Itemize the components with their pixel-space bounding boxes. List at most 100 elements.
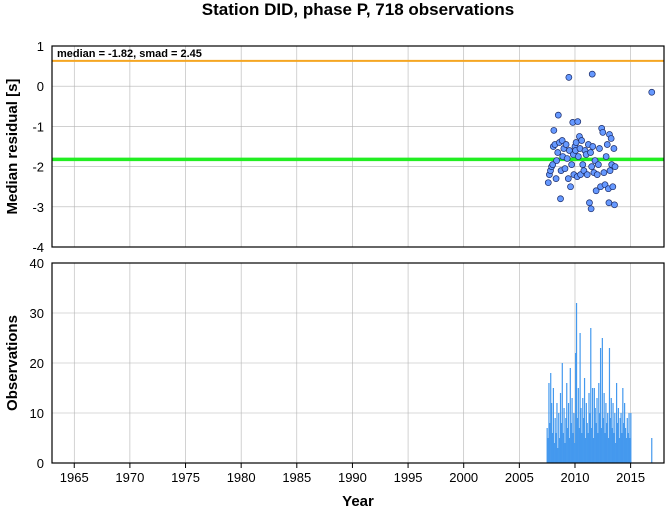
observation-bar <box>577 388 579 463</box>
observation-bar <box>586 423 588 463</box>
observation-bar <box>606 423 608 463</box>
x-tick-label: 1970 <box>115 470 144 485</box>
data-point <box>561 165 569 172</box>
data-point <box>557 195 564 203</box>
data-point <box>606 167 614 174</box>
observation-bar <box>591 428 593 463</box>
observation-bar <box>565 418 567 463</box>
y-tick-label: -4 <box>32 240 44 255</box>
observation-bar <box>569 368 571 463</box>
observation-bar <box>556 403 558 463</box>
observation-bar <box>629 438 631 463</box>
x-tick-label: 1990 <box>338 470 367 485</box>
x-tick-label: 1995 <box>394 470 423 485</box>
observation-bar <box>612 403 614 463</box>
observation-bar <box>550 373 552 463</box>
observation-bar <box>613 433 615 463</box>
observation-bar <box>593 388 595 463</box>
observation-bar <box>598 383 600 463</box>
observation-bar <box>588 393 590 463</box>
data-point <box>602 153 610 160</box>
bottom-plot-frame <box>51 262 665 464</box>
data-point <box>564 175 572 183</box>
x-tick-label: 1980 <box>227 470 256 485</box>
observation-bar <box>596 398 598 463</box>
observation-bar <box>595 423 597 463</box>
observation-bar <box>571 398 573 463</box>
top-plot-frame <box>51 45 665 248</box>
data-point <box>587 149 594 156</box>
observation-bar <box>616 423 619 463</box>
y-tick-label: -1 <box>32 119 44 134</box>
observation-bar <box>559 393 562 463</box>
data-point <box>599 129 607 136</box>
data-point <box>603 141 611 148</box>
data-point <box>594 161 602 168</box>
observation-bar <box>615 443 617 463</box>
observation-bar <box>597 433 599 463</box>
observation-bar <box>601 338 603 463</box>
observation-bar <box>619 418 621 463</box>
data-point <box>610 145 618 152</box>
observation-bar <box>563 408 565 463</box>
x-tick-label: 2005 <box>505 470 534 485</box>
data-point <box>572 139 580 146</box>
data-point <box>596 145 603 152</box>
y-tick-label: 10 <box>30 406 44 421</box>
observation-bar <box>582 398 584 463</box>
data-point <box>544 179 552 187</box>
y-tick-label: -2 <box>32 160 44 175</box>
data-point <box>611 163 619 170</box>
data-point <box>553 157 560 164</box>
observation-bar <box>627 433 629 463</box>
x-tick-label: 1965 <box>60 470 89 485</box>
data-point <box>574 153 582 160</box>
observation-bar <box>594 408 596 463</box>
observation-bar <box>614 413 616 463</box>
y-tick-label: -3 <box>32 200 44 215</box>
observation-bar <box>599 348 602 463</box>
observation-bar <box>547 438 549 463</box>
data-point <box>554 149 562 156</box>
data-point <box>587 205 595 213</box>
observation-bar <box>584 438 587 463</box>
observation-bar <box>623 423 625 463</box>
observation-bar <box>651 438 653 463</box>
data-point <box>588 70 596 78</box>
observation-bar <box>599 413 601 463</box>
x-tick-label: 1975 <box>171 470 200 485</box>
data-point <box>567 183 574 191</box>
data-point <box>583 171 591 178</box>
observation-bar <box>583 418 585 463</box>
observation-bar <box>562 433 564 463</box>
data-point <box>588 163 596 170</box>
observation-bar <box>624 428 627 463</box>
observation-bar <box>592 438 595 463</box>
observation-bar <box>611 428 613 463</box>
observation-bar <box>553 443 555 463</box>
observation-bar <box>560 423 563 463</box>
observation-bar <box>607 413 609 463</box>
observation-bar <box>575 353 577 463</box>
observation-bar <box>604 433 606 463</box>
observation-bar <box>583 378 586 463</box>
data-point <box>565 74 573 81</box>
observation-bar <box>575 303 578 463</box>
observation-bar <box>600 428 603 463</box>
observation-bar <box>628 413 630 463</box>
observation-bar <box>576 418 579 463</box>
observation-bar <box>587 433 589 463</box>
observation-bar <box>574 443 576 463</box>
data-point <box>568 161 575 168</box>
x-tick-label: 2010 <box>561 470 590 485</box>
data-point <box>586 199 593 207</box>
data-point <box>593 171 601 178</box>
data-point <box>552 175 560 183</box>
y-tick-label: 40 <box>30 256 44 271</box>
observations-panel: 1965 1970 1975 1980 1985 1990 1995 2000 2005 2010… <box>4 256 665 510</box>
observation-bar <box>591 388 594 463</box>
y-tick-label: 0 <box>37 79 44 94</box>
chart-title: Station DID, phase P, 718 observations <box>202 0 514 19</box>
data-point <box>600 169 608 176</box>
